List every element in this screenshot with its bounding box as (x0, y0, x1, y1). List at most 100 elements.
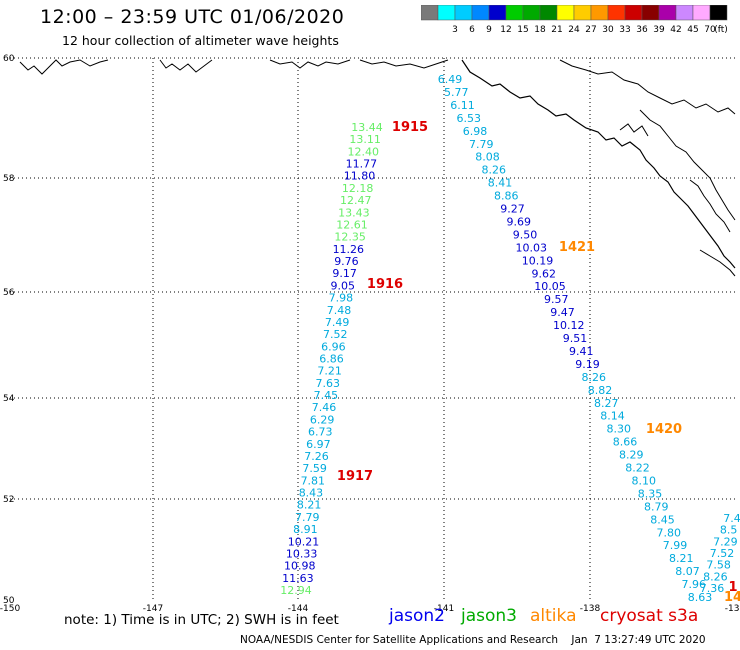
longitude-tick-label: -141 (434, 604, 454, 614)
wave-height-label: 6.97 (306, 438, 331, 451)
wave-height-label: 8.43 (299, 487, 324, 500)
wave-height-label: 13.44 (351, 121, 383, 134)
wave-height-label: 7.79 (295, 511, 320, 524)
coastline-alaska-panhandle (461, 59, 736, 269)
color-scale-legend: 3 6 9 12 15 18 21 24 27 30 33 36 39 42 45 70(ft) (421, 5, 728, 35)
wave-height-label: 13.11 (349, 133, 381, 146)
wave-height-label: 8.07 (675, 565, 700, 578)
legend-altika: altika (530, 606, 577, 626)
color-scale-label: 3 (452, 25, 458, 35)
wave-height-label: 10.19 (522, 254, 554, 267)
wave-height-label: 7.4 (723, 512, 740, 525)
legend-jason2: jason2 (389, 606, 445, 626)
color-scale-swatch (709, 5, 728, 21)
wave-height-label: 13.43 (338, 206, 370, 219)
latitude-tick-label: 54 (3, 394, 15, 404)
wave-height-label: 8.29 (619, 449, 644, 462)
wave-height-label: 8.91 (293, 523, 318, 536)
units-note: note: 1) Time is in UTC; 2) SWH is in fe… (64, 612, 339, 628)
wave-height-label: 7.79 (469, 138, 494, 151)
wave-height-label: 10.21 (288, 535, 320, 548)
wave-height-label: 8.82 (588, 384, 613, 397)
wave-height-label: 7.26 (304, 450, 329, 463)
wave-height-label: 8.22 (625, 462, 650, 475)
latitude-tick-label: 52 (3, 495, 14, 505)
wave-height-label: 5.77 (444, 86, 469, 99)
color-scale-label: 6 (469, 25, 475, 35)
wave-height-label: 12.18 (342, 182, 374, 195)
pass-time-label: 1 (728, 580, 737, 595)
color-scale-label: 36 (636, 25, 648, 35)
wave-height-label: 6.53 (457, 112, 482, 125)
wave-height-label: 7.52 (323, 328, 348, 341)
color-scale-label: 27 (585, 25, 596, 35)
wave-height-label: 8.5 (720, 524, 738, 537)
wave-height-label: 7.59 (302, 462, 327, 475)
wave-height-label: 6.98 (463, 125, 488, 138)
wave-height-label: 9.19 (575, 358, 600, 371)
wave-height-label: 7.63 (316, 377, 341, 390)
color-scale-label: 39 (653, 25, 665, 35)
color-scale-label: 45 (687, 25, 698, 35)
wave-height-label: 12.47 (340, 194, 372, 207)
wave-height-label: 7.80 (657, 526, 682, 539)
legend-cryosat-s3a: cryosat s3a (600, 606, 699, 626)
wave-height-label: 9.51 (563, 332, 588, 345)
wave-height-label: 9.05 (330, 279, 355, 292)
wave-height-label: 10.12 (553, 319, 585, 332)
wave-height-label: 8.27 (594, 397, 619, 410)
wave-height-label: 6.49 (438, 73, 463, 86)
color-scale-label: 12 (500, 25, 511, 35)
wave-height-label: 8.26 (582, 371, 607, 384)
wave-height-label: 8.21 (669, 552, 694, 565)
wave-height-label: 8.30 (607, 423, 632, 436)
wave-height-label: 8.14 (600, 410, 625, 423)
wave-height-label: 9.47 (550, 306, 575, 319)
pass-time-label: 1917 (337, 469, 373, 484)
wave-height-label: 9.69 (507, 215, 532, 228)
legend-jason3: jason3 (461, 606, 517, 626)
wave-height-label: 9.76 (334, 255, 359, 268)
wave-height-label: 7.81 (301, 474, 326, 487)
latitude-tick-label: 50 (3, 596, 15, 606)
wave-height-label: 12.61 (336, 218, 368, 231)
wave-height-label: 12.40 (348, 145, 380, 158)
wave-height-label: 8.79 (644, 500, 669, 513)
wave-height-label: 8.41 (488, 177, 513, 190)
footer-credit: NOAA/NESDIS Center for Satellite Applica… (240, 634, 706, 646)
wave-height-label: 9.57 (544, 293, 569, 306)
longitude-tick-label: -135 (725, 604, 740, 614)
color-scale-label: 15 (517, 25, 528, 35)
coastline-north (19, 59, 449, 75)
wave-height-label: 7.21 (317, 365, 342, 378)
pass-time-label: 1916 (367, 277, 403, 292)
map-subtitle: 12 hour collection of altimeter wave hei… (62, 33, 339, 48)
wave-height-label: 10.03 (516, 241, 548, 254)
wave-height-label: 7.99 (663, 539, 688, 552)
wave-height-label: 6.29 (310, 413, 335, 426)
wave-height-label: 8.66 (613, 436, 638, 449)
wave-height-label: 8.10 (632, 474, 657, 487)
wave-height-label: 8.45 (650, 513, 675, 526)
wave-height-label: 8.21 (297, 499, 322, 512)
wave-height-label: 10.05 (534, 280, 566, 293)
color-scale-unit: (ft) (714, 25, 728, 35)
pass-time-label: 1421 (559, 240, 595, 255)
map-title: 12:00 – 23:59 UTC 01/06/2020 (40, 6, 345, 28)
wave-height-label: 8.26 (703, 570, 728, 583)
wave-height-label: 7.46 (312, 401, 337, 414)
wave-height-label: 8.86 (494, 190, 519, 203)
wave-height-label: 7.29 (713, 535, 738, 548)
wave-height-label: 6.73 (308, 426, 333, 439)
wave-height-label: 9.62 (532, 267, 557, 280)
wave-height-label: 11.77 (346, 158, 378, 171)
wave-height-label: 7.52 (710, 547, 735, 560)
wave-height-label: 11.26 (333, 243, 365, 256)
wave-height-label: 6.96 (321, 340, 346, 353)
wave-height-label: 9.50 (513, 228, 538, 241)
wave-height-label: 12.35 (334, 231, 366, 244)
wave-height-label: 8.63 (688, 591, 713, 604)
wave-height-label: 11.63 (282, 572, 314, 585)
wave-height-label: 7.49 (325, 316, 350, 329)
